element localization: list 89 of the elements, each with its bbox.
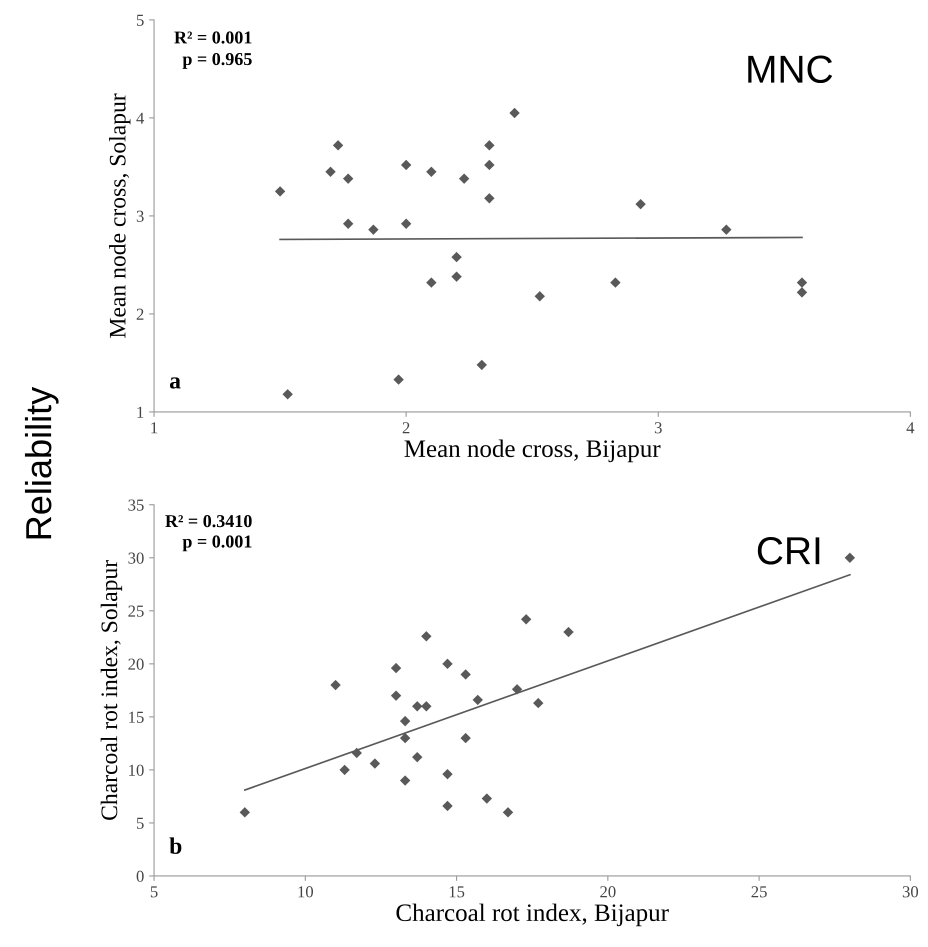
- point: [442, 658, 453, 670]
- point: [400, 218, 412, 229]
- point: [484, 193, 495, 204]
- point: [325, 166, 336, 178]
- y-tick-label: 10: [129, 764, 144, 776]
- point: [520, 614, 532, 624]
- text: Reliability: [24, 386, 59, 538]
- point: [412, 752, 422, 762]
- point: [533, 698, 544, 708]
- point: [352, 748, 362, 758]
- point: [400, 716, 410, 726]
- y-tick-label: 5: [136, 818, 144, 829]
- point: [502, 807, 514, 818]
- point: [330, 680, 341, 690]
- point: [472, 694, 483, 706]
- point: [400, 160, 412, 170]
- x-tick-label: 10: [298, 886, 314, 898]
- point: [563, 626, 574, 638]
- point: [796, 277, 808, 288]
- y-tick-label: 25: [128, 606, 144, 617]
- x-axis-title: Mean node cross, Bijapur: [404, 440, 660, 462]
- point: [460, 669, 471, 680]
- point: [796, 287, 808, 298]
- x-tick-label: 15: [450, 886, 464, 898]
- point: [274, 186, 286, 197]
- y-axis-title: Mean node cross, Solapur: [109, 94, 130, 338]
- x-tick-label: 3: [654, 422, 662, 434]
- point: [400, 775, 410, 786]
- point: [460, 732, 471, 744]
- point: [390, 662, 402, 674]
- point: [442, 800, 453, 812]
- x-axis-title: Charcoal rot index, Bijapur: [396, 904, 669, 926]
- y-tick-label: 15: [129, 712, 144, 723]
- annotation: a: [170, 377, 181, 389]
- point: [390, 690, 402, 701]
- point: [421, 701, 432, 712]
- point: [426, 166, 437, 178]
- point: [332, 140, 344, 151]
- point: [476, 360, 487, 370]
- point: [342, 218, 354, 229]
- x-tick-label: 4: [906, 422, 914, 434]
- point: [635, 198, 646, 210]
- point: [451, 252, 462, 262]
- x-tick-label: 20: [600, 886, 616, 898]
- point: [458, 173, 470, 184]
- y-tick-label: 30: [128, 552, 144, 564]
- y-axis-title: Charcoal rot index, Solapur: [100, 560, 122, 820]
- annotation: MNC: [748, 55, 832, 83]
- point: [342, 173, 354, 184]
- point: [484, 160, 495, 170]
- point: [339, 764, 350, 776]
- y-tick-label: 35: [128, 499, 144, 511]
- y-tick-label: 1: [137, 406, 144, 418]
- annotation: p = 0.001: [182, 535, 252, 552]
- x-tick-label: 2: [402, 422, 410, 434]
- point: [421, 631, 432, 642]
- annotation: CRI: [758, 536, 820, 565]
- point: [442, 768, 453, 780]
- point: [721, 224, 732, 235]
- point: [482, 793, 492, 804]
- y-tick-label: 2: [136, 308, 144, 320]
- point: [400, 732, 410, 744]
- point: [370, 758, 380, 769]
- point: [610, 277, 621, 288]
- annotation: R² = 0.3410: [165, 515, 252, 528]
- annotation: R² = 0.001: [174, 31, 252, 44]
- point: [393, 374, 404, 385]
- y-tick-label: 20: [128, 658, 144, 670]
- point: [534, 291, 545, 302]
- point: [412, 701, 422, 712]
- x-tick-label: 1: [151, 422, 158, 434]
- x-tick-label: 5: [150, 886, 158, 898]
- annotation: p = 0.965: [182, 52, 252, 69]
- x-tick-label: 25: [752, 886, 767, 898]
- point: [426, 277, 437, 288]
- y-tick-label: 0: [136, 870, 144, 882]
- point: [844, 552, 856, 563]
- point: [509, 108, 520, 118]
- point: [484, 140, 495, 151]
- point: [368, 224, 379, 235]
- x-tick-label: 30: [902, 886, 918, 898]
- point: [282, 389, 293, 400]
- point: [512, 684, 522, 694]
- y-tick-label: 3: [136, 210, 144, 222]
- y-tick-label: 4: [136, 112, 144, 124]
- annotation: b: [169, 837, 182, 854]
- point: [451, 271, 462, 282]
- y-tick-label: 5: [136, 14, 144, 26]
- point: [240, 807, 250, 818]
